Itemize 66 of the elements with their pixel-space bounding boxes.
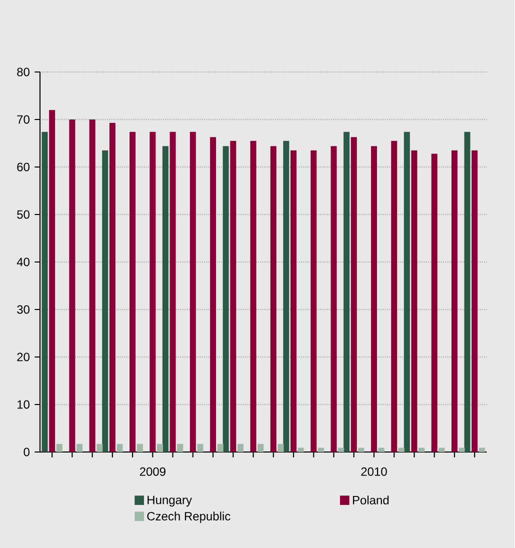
y-tick-label: 40	[17, 258, 30, 266]
y-tick-label: 20	[17, 352, 30, 362]
bar	[351, 137, 358, 452]
bar	[270, 146, 277, 452]
bar	[218, 444, 224, 452]
y-tick-label: 10	[18, 400, 30, 409]
bar	[110, 122, 116, 452]
bar	[398, 448, 405, 452]
bar	[230, 140, 236, 452]
bar	[310, 150, 317, 452]
bar	[250, 140, 256, 452]
bar	[222, 146, 229, 452]
bar	[278, 444, 284, 452]
legend-label: Poland	[353, 496, 389, 504]
y-tick-label: 50	[17, 210, 30, 219]
bar	[210, 137, 216, 452]
y-tick-label: 60	[17, 162, 30, 172]
bar	[283, 140, 290, 452]
text: 2009	[140, 467, 166, 476]
bar	[89, 119, 96, 452]
bar	[298, 448, 304, 452]
bar	[76, 444, 83, 452]
bar	[49, 110, 56, 452]
bar	[290, 150, 297, 452]
y-tick-label: 80	[17, 68, 30, 76]
bar	[96, 444, 103, 452]
bar	[42, 132, 48, 452]
bar	[162, 146, 169, 452]
bar	[116, 444, 123, 452]
bar	[190, 132, 196, 452]
bar	[479, 448, 486, 452]
bar	[150, 132, 156, 452]
bar	[130, 132, 136, 452]
bar	[438, 448, 445, 452]
y-tick-label: 30	[17, 305, 30, 314]
bar	[338, 448, 344, 452]
y-tick-label: 70	[17, 115, 30, 124]
bar	[197, 444, 204, 452]
bar	[458, 448, 465, 452]
bar	[238, 444, 244, 452]
legend-label: Hungary	[148, 496, 192, 507]
legend-label: Czech Republic	[147, 512, 230, 523]
bar	[170, 132, 176, 452]
bar	[472, 150, 478, 452]
bar	[318, 448, 324, 452]
bar	[464, 132, 470, 452]
bar	[411, 150, 418, 452]
bar	[69, 119, 76, 452]
bar	[258, 444, 264, 452]
bar	[378, 448, 384, 452]
bar	[404, 132, 410, 452]
bar	[358, 448, 364, 452]
bar	[391, 140, 398, 452]
y-tick-label: 0	[24, 448, 30, 456]
bar	[330, 146, 337, 452]
bar	[432, 154, 438, 452]
bar	[452, 150, 458, 452]
bar	[418, 448, 425, 452]
bar	[137, 444, 144, 452]
bar	[56, 444, 63, 452]
bar	[344, 132, 350, 452]
bar	[177, 444, 184, 452]
bar	[157, 444, 164, 452]
bar	[102, 150, 108, 452]
bar	[371, 146, 378, 452]
text: 2010	[361, 467, 388, 476]
